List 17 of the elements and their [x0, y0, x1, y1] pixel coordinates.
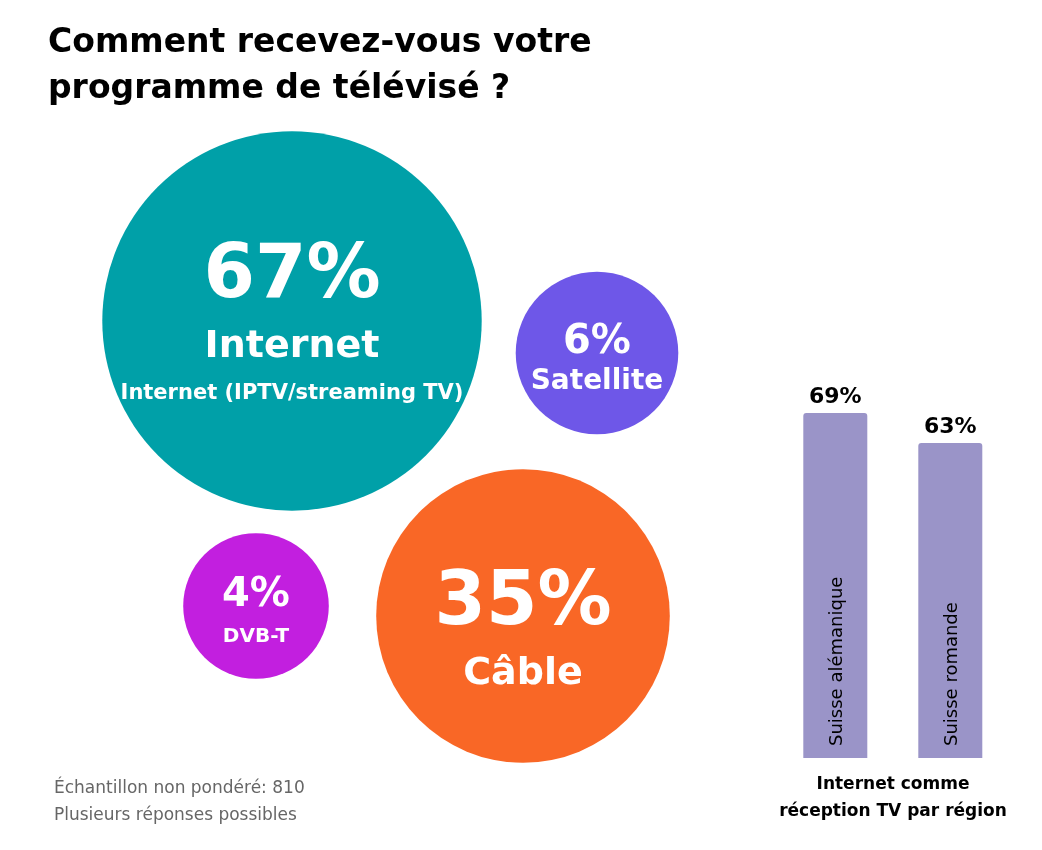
- data-label: 35%: [434, 555, 612, 641]
- x-tick-label: Suisse romande: [939, 602, 961, 746]
- data-label: 6%: [563, 316, 631, 362]
- text: Internet (IPTV/streaming TV): [120, 380, 464, 404]
- x-tick-label: Suisse alémanique: [824, 576, 846, 746]
- x-axis-title: Internet comme réception TV par région: [778, 772, 1008, 822]
- text: Comment recevez-vous votre programme de télévisé ?: [48, 20, 593, 108]
- data-label: 69%: [808, 383, 862, 408]
- category-label: Câble: [463, 649, 583, 693]
- text: Échantillon non pondéré: 810: [54, 775, 305, 799]
- category-label: Internet: [204, 322, 380, 366]
- category-label: Satellite: [530, 363, 664, 396]
- text: Plusieurs réponses possibles: [54, 803, 298, 826]
- data-label: 4%: [222, 569, 290, 615]
- data-label: 67%: [203, 228, 381, 314]
- data-label: 63%: [923, 413, 977, 438]
- category-label: DVB-T: [222, 623, 290, 647]
